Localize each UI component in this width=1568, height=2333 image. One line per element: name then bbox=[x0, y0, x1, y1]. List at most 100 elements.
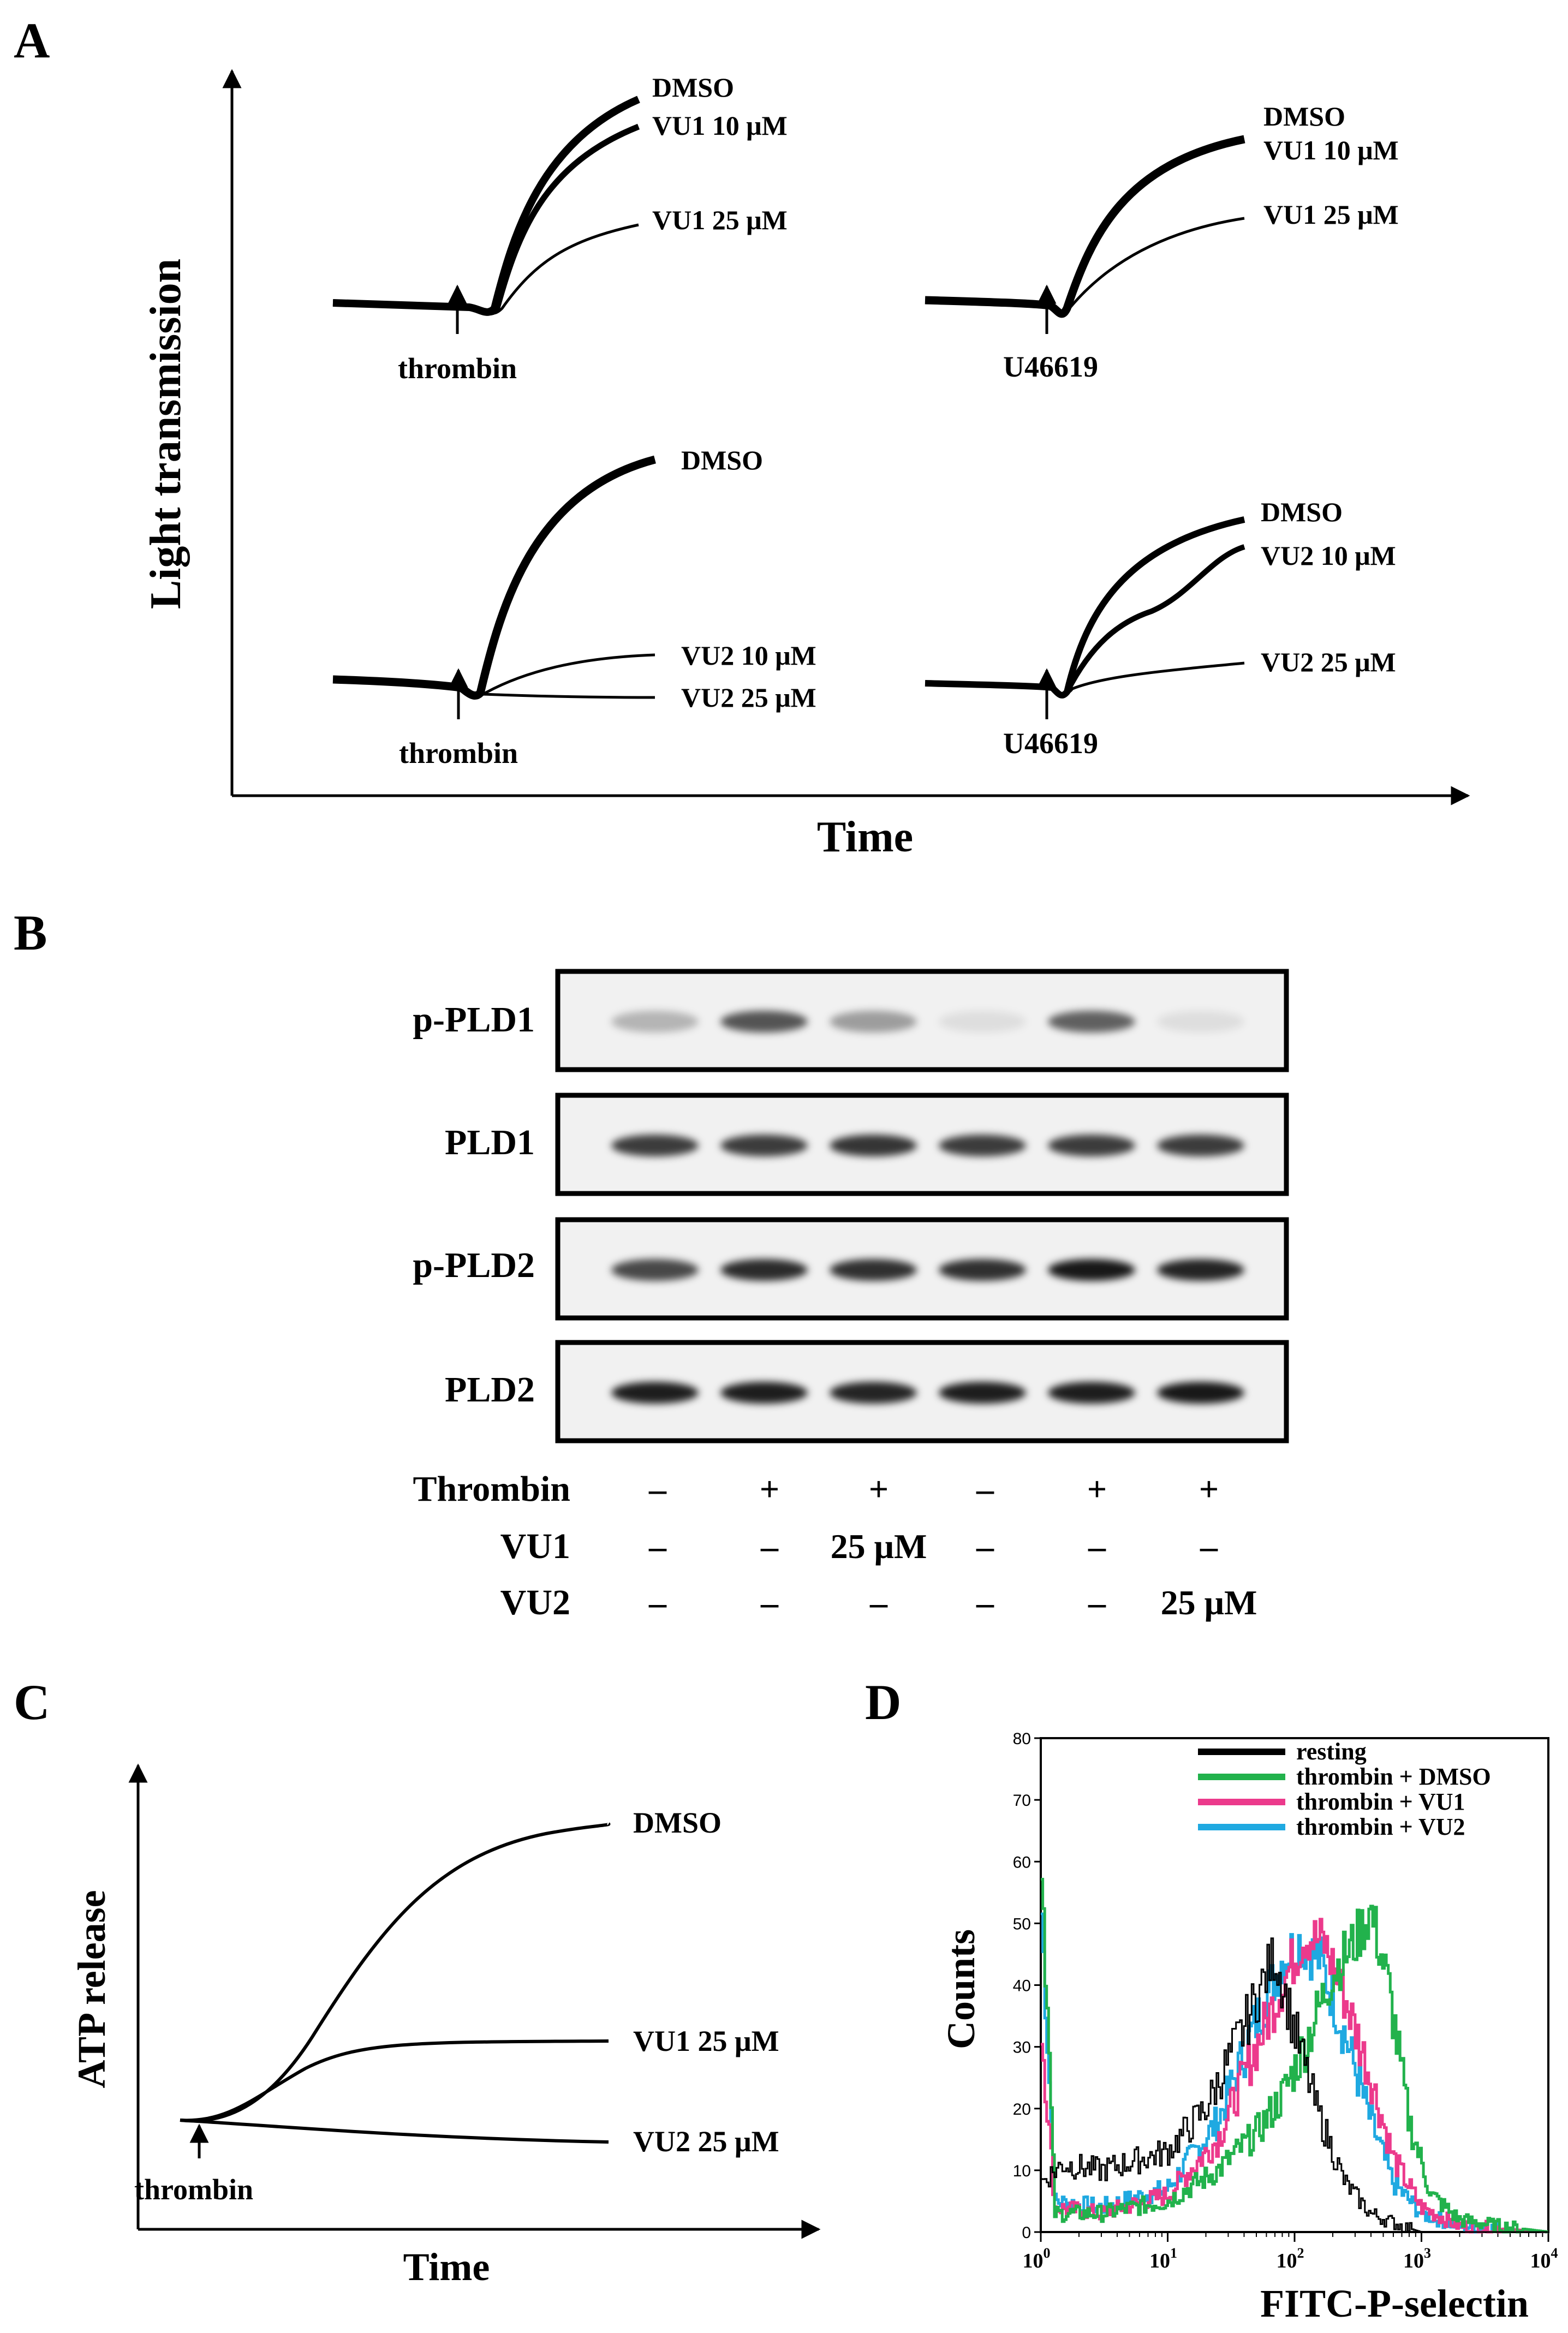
panel-d-y-label: Counts bbox=[939, 1929, 983, 2049]
panel-b: B p-PLD1 PLD1 p-PLD2 PLD2 Thrombin VU1 V… bbox=[14, 905, 1289, 1622]
western-blots: p-PLD1 PLD1 p-PLD2 PLD2 bbox=[413, 969, 1289, 1443]
panel-a: A Light transmission Time DMSO VU1 10 μM… bbox=[14, 13, 1470, 861]
panel-a-y-label: Light transmission bbox=[142, 259, 190, 609]
trace-vu1-25 bbox=[1050, 217, 1245, 314]
trace-label-vu1-10: VU1 10 μM bbox=[1263, 135, 1399, 165]
condition-label-vu2: VU2 bbox=[500, 1583, 570, 1622]
condition-cell: + bbox=[1199, 1470, 1219, 1508]
aggregation-trace-thrombin-vu1: DMSO VU1 10 μM VU1 25 μM thrombin bbox=[332, 72, 788, 385]
histogram-series-resting bbox=[1041, 1937, 1548, 2233]
legend-label: thrombin + DMSO bbox=[1296, 1763, 1491, 1790]
histogram-frame bbox=[1040, 1737, 1549, 2233]
trace-label-dmso: DMSO bbox=[1263, 101, 1345, 132]
x-tick-label: 101 bbox=[1149, 2245, 1177, 2272]
atp-label-dmso: DMSO bbox=[633, 1806, 722, 1839]
blot-band bbox=[939, 1259, 1026, 1281]
condition-cell: – bbox=[1088, 1527, 1106, 1566]
blot-band bbox=[1048, 1135, 1135, 1156]
blot-label-pld1: PLD1 bbox=[445, 1123, 535, 1162]
panel-d-letter: D bbox=[865, 1674, 901, 1730]
blot-band bbox=[1048, 1011, 1135, 1033]
agonist-label-thrombin: thrombin bbox=[398, 352, 517, 385]
trace-label-dmso: DMSO bbox=[1261, 497, 1343, 527]
agonist-label-thrombin: thrombin bbox=[399, 737, 518, 769]
trace-label-vu1-10: VU1 10 μM bbox=[652, 110, 788, 141]
condition-table: Thrombin VU1 VU2 – + + – + + – – 25 μM – – – – – – – – 25… bbox=[413, 1469, 1257, 1622]
condition-label-thrombin: Thrombin bbox=[413, 1469, 570, 1509]
trace-vu1-10 bbox=[332, 123, 640, 316]
trace-dmso bbox=[332, 96, 640, 316]
blot-band bbox=[1048, 1382, 1135, 1404]
condition-cell: 25 μM bbox=[831, 1527, 927, 1566]
condition-cell: – bbox=[760, 1527, 779, 1566]
y-tick-label: 0 bbox=[1022, 2224, 1031, 2242]
condition-cell: – bbox=[1088, 1583, 1106, 1622]
blot-band bbox=[830, 1135, 917, 1156]
blot-band bbox=[720, 1259, 808, 1281]
trace-dmso bbox=[332, 455, 656, 700]
x-tick-label: 102 bbox=[1277, 2245, 1304, 2272]
blot-band bbox=[720, 1382, 808, 1404]
y-tick-label: 10 bbox=[1013, 2162, 1031, 2180]
trace-vu1-25 bbox=[469, 223, 639, 315]
condition-cell: – bbox=[648, 1527, 667, 1566]
panel-b-letter: B bbox=[14, 905, 47, 960]
y-tick-label: 60 bbox=[1013, 1853, 1031, 1871]
trace-label-vu1-25: VU1 25 μM bbox=[1263, 199, 1399, 230]
histogram-series-thrombin-dmso bbox=[1041, 1878, 1548, 2234]
panel-c: C ATP release Time DMSO VU1 25 μM VU2 25… bbox=[14, 1674, 821, 2289]
panel-d-x-label: FITC-P-selectin bbox=[1260, 2282, 1529, 2325]
blot-band bbox=[1157, 1259, 1244, 1281]
panel-c-letter: C bbox=[14, 1674, 50, 1730]
blot-band bbox=[830, 1259, 917, 1281]
blot-band bbox=[611, 1135, 699, 1156]
blot-band bbox=[720, 1135, 808, 1156]
x-tick-label: 100 bbox=[1023, 2245, 1051, 2272]
blot-band bbox=[611, 1011, 699, 1033]
condition-cell: + bbox=[760, 1470, 779, 1508]
legend-label: thrombin + VU2 bbox=[1296, 1813, 1465, 1840]
blot-band bbox=[611, 1382, 699, 1404]
condition-cell: – bbox=[1200, 1527, 1218, 1566]
panel-a-x-label: Time bbox=[817, 813, 913, 861]
aggregation-trace-thrombin-vu2: DMSO VU2 10 μM VU2 25 μM thrombin bbox=[332, 445, 816, 769]
trace-vu2-10 bbox=[1064, 544, 1245, 694]
y-tick-label: 80 bbox=[1013, 1730, 1031, 1748]
atp-label-vu2-25: VU2 25 μM bbox=[633, 2125, 779, 2158]
trace-label-vu2-25: VU2 25 μM bbox=[681, 682, 816, 713]
agonist-label-thrombin: thrombin bbox=[134, 2173, 253, 2206]
trace-dmso-vu1-10 bbox=[925, 135, 1245, 318]
trace-label-vu2-10: VU2 10 μM bbox=[1261, 540, 1396, 571]
condition-cell: + bbox=[869, 1470, 889, 1508]
atp-trace-vu1-25 bbox=[180, 2039, 609, 2122]
condition-label-vu1: VU1 bbox=[500, 1526, 570, 1566]
legend-label: thrombin + VU1 bbox=[1296, 1788, 1465, 1815]
x-tick-label: 103 bbox=[1403, 2245, 1431, 2272]
condition-cell: + bbox=[1087, 1470, 1107, 1508]
aggregation-trace-u46619-vu2: DMSO VU2 10 μM VU2 25 μM U46619 bbox=[925, 497, 1396, 760]
condition-cell: – bbox=[976, 1470, 994, 1508]
blot-label-p-pld2: p-PLD2 bbox=[413, 1245, 535, 1285]
panel-c-x-label: Time bbox=[403, 2245, 490, 2289]
aggregation-trace-u46619-vu1: DMSO VU1 10 μM VU1 25 μM U46619 bbox=[925, 101, 1399, 383]
blot-band bbox=[1157, 1011, 1244, 1033]
trace-vu2-25 bbox=[1051, 661, 1245, 695]
panel-c-y-label: ATP release bbox=[70, 1890, 114, 2088]
panel-d: D Counts FITC-P-selectin 0 10 20 30 40 50 60 70… bbox=[865, 1674, 1558, 2325]
trace-label-vu2-10: VU2 10 μM bbox=[681, 640, 816, 671]
x-tick-label: 104 bbox=[1530, 2245, 1558, 2272]
trace-vu2-10 bbox=[460, 653, 655, 699]
panel-a-letter: A bbox=[14, 13, 50, 68]
atp-trace-dmso bbox=[180, 1822, 611, 2123]
trace-label-dmso: DMSO bbox=[652, 72, 734, 103]
blot-band bbox=[939, 1135, 1026, 1156]
condition-cell: 25 μM bbox=[1161, 1583, 1257, 1622]
blot-band bbox=[1157, 1135, 1244, 1156]
condition-cell: – bbox=[648, 1470, 667, 1508]
agonist-label-u46619: U46619 bbox=[1003, 350, 1098, 383]
atp-trace-vu2-25 bbox=[180, 2119, 609, 2144]
agonist-label-u46619: U46619 bbox=[1003, 727, 1098, 760]
y-tick-label: 20 bbox=[1013, 2101, 1031, 2119]
blot-band bbox=[830, 1382, 917, 1404]
